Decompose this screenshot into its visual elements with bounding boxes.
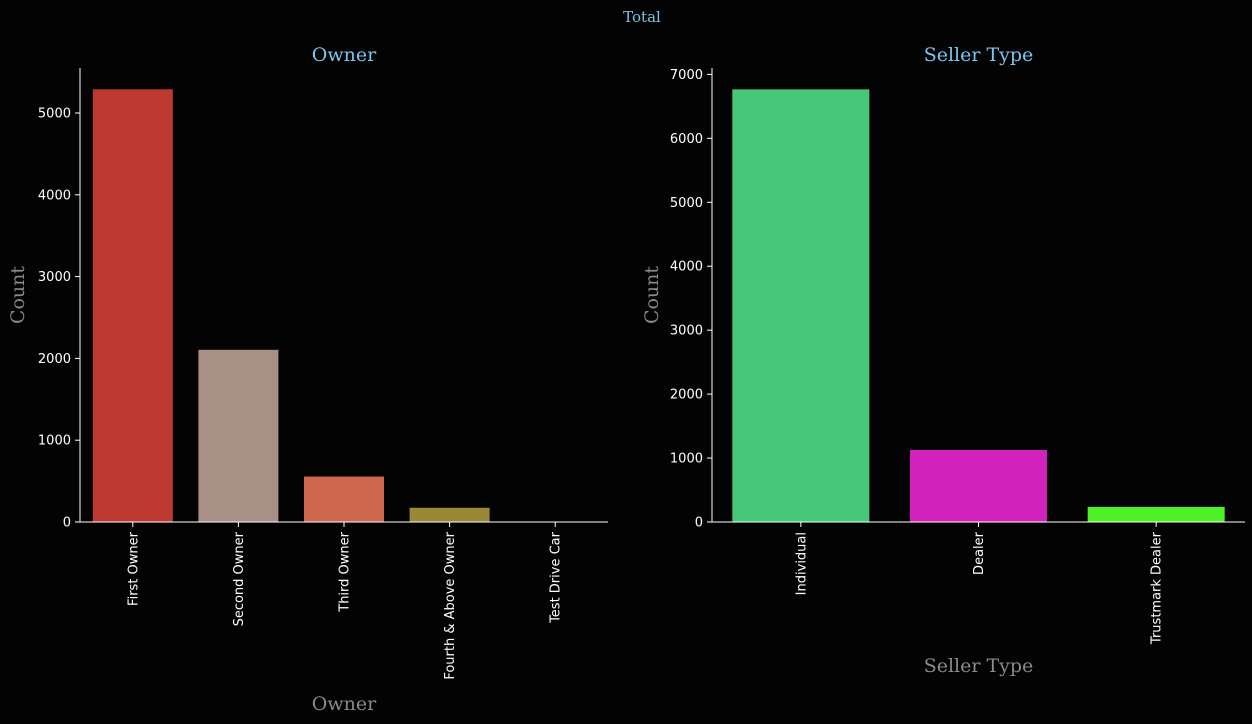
chart-panel-2: Seller Type 0 1000 2000 3000 4000 5000 6000 7000… — [641, 44, 1245, 677]
y-tick-label: 6000 — [670, 132, 703, 147]
x-tick-label: First Owner — [126, 531, 141, 606]
y-tick-label: 4000 — [38, 188, 71, 203]
bar-3 — [304, 476, 384, 522]
y-tick-label: 7000 — [670, 68, 703, 83]
y-tick-label: 5000 — [38, 106, 71, 121]
x-tick-label: Individual — [794, 532, 809, 595]
bar-2 — [198, 349, 279, 522]
y-axis-label: Count — [7, 266, 29, 324]
y-tick-label: 2000 — [38, 352, 71, 367]
bar-4 — [409, 507, 490, 522]
chart-title: Seller Type — [924, 44, 1034, 66]
bar-3 — [1087, 506, 1225, 522]
x-tick-label: Test Drive Car — [549, 531, 564, 624]
chart-title: Owner — [312, 44, 377, 66]
x-tick-label: Fourth & Above Owner — [443, 531, 458, 679]
figure-suptitle: Total — [623, 8, 661, 26]
chart-panel-1: Owner 0 1000 2000 3000 4000 5000 First Owner Sec… — [7, 44, 608, 715]
y-tick-label: 3000 — [38, 270, 71, 285]
bar-1 — [92, 89, 173, 523]
y-tick-label: 4000 — [670, 260, 703, 275]
x-tick-label: Trustmark Dealer — [1150, 531, 1165, 645]
y-tick-label: 1000 — [670, 452, 703, 467]
y-tick-label: 5000 — [670, 196, 703, 211]
x-axis-label: Owner — [312, 693, 377, 715]
x-tick-label: Third Owner — [338, 531, 353, 612]
x-tick-label: Second Owner — [232, 531, 247, 626]
y-tick-label: 0 — [695, 516, 703, 531]
y-tick-label: 0 — [63, 516, 71, 531]
y-tick-label: 1000 — [38, 434, 71, 449]
bar-1 — [732, 89, 870, 523]
y-axis-label: Count — [641, 266, 663, 324]
x-axis-label: Seller Type — [924, 655, 1034, 677]
y-tick-label: 3000 — [670, 324, 703, 339]
y-tick-label: 2000 — [670, 388, 703, 403]
x-tick-label: Dealer — [972, 531, 987, 575]
bar-2 — [910, 449, 1047, 522]
